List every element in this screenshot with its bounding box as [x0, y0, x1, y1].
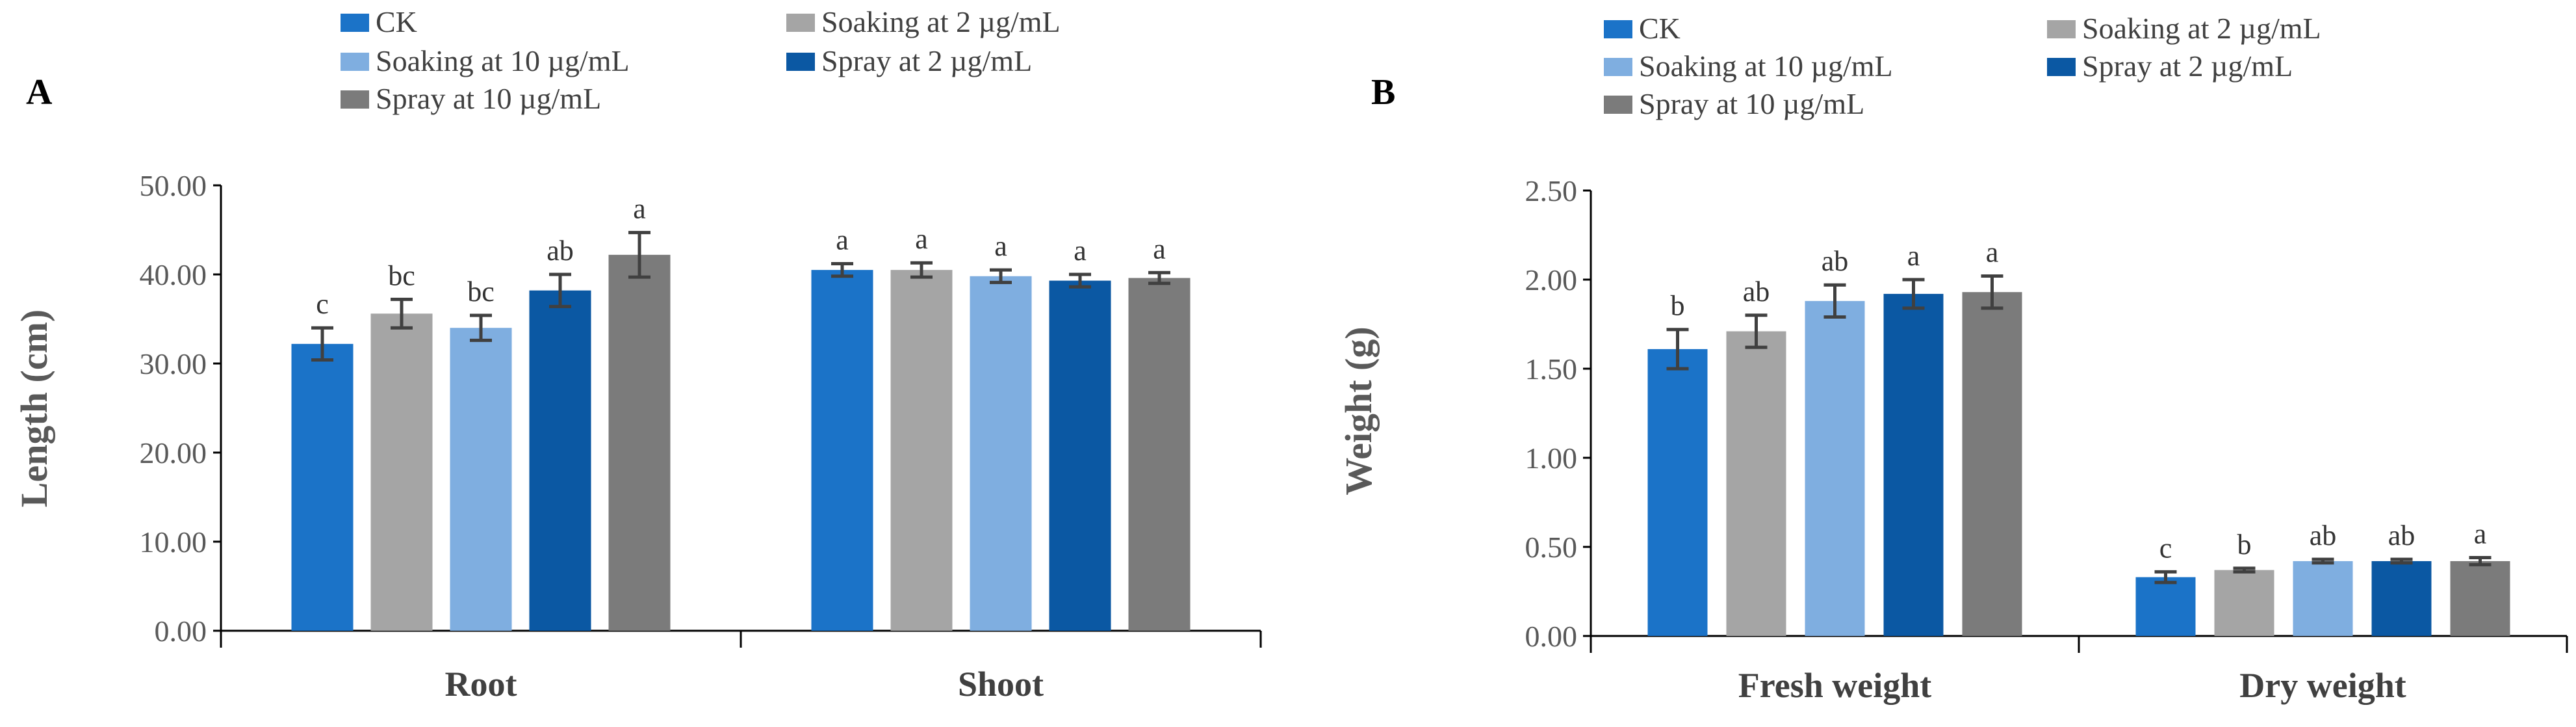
panel-a-significance-label-root-spray-at-10-g-ml: a: [633, 193, 646, 225]
panel-b-y-tick-label: 2.50: [1525, 174, 1578, 207]
panel-b-category-label-fresh-weight: Fresh weight: [1738, 666, 1931, 705]
panel-b-legend-swatch-soaking-at-2-g-ml: [2047, 20, 2076, 38]
panel-b-significance-label-dry-weight-spray-at-2-g-ml: ab: [2388, 520, 2415, 551]
panel-a-y-tick-label: 40.00: [140, 258, 207, 291]
panel-b-legend-swatch-spray-at-10-g-ml: [1604, 96, 1632, 114]
panel-a-y-axis-title: Length (cm): [13, 310, 55, 507]
panel-b-legend-swatch-spray-at-2-g-ml: [2047, 58, 2076, 76]
panel-a-y-tick-label: 30.00: [140, 347, 207, 380]
panel-a-significance-label-shoot-spray-at-2-g-ml: a: [1074, 235, 1087, 267]
panel-a-significance-label-root-soaking-at-10-g-ml: bc: [467, 276, 495, 308]
panel-a-bar-shoot-soaking-at-2-g-ml: [890, 270, 953, 631]
panel-b-letter: B: [1371, 72, 1395, 112]
panel-b-significance-label-fresh-weight-spray-at-10-g-ml: a: [1986, 237, 1999, 269]
panel-b-significance-label-dry-weight-soaking-at-10-g-ml: ab: [2310, 520, 2337, 551]
panel-b-significance-label-dry-weight-ck: c: [2159, 532, 2172, 564]
panel-a-bar-shoot-spray-at-10-g-ml: [1128, 278, 1191, 631]
panel-a-legend-label-soaking-at-10-g-ml: Soaking at 10 µg/mL: [376, 44, 630, 77]
panel-b-legend-swatch-soaking-at-10-g-ml: [1604, 58, 1632, 76]
panel-a-significance-label-root-ck: c: [316, 288, 329, 320]
panel-b-legend-label-soaking-at-2-g-ml: Soaking at 2 µg/mL: [2082, 12, 2321, 45]
panel-a-bar-root-soaking-at-2-g-ml: [370, 313, 433, 631]
panel-a-significance-label-shoot-soaking-at-10-g-ml: a: [994, 230, 1007, 262]
panel-b-significance-label-dry-weight-soaking-at-2-g-ml: b: [2237, 529, 2252, 561]
panel-a-legend-swatch-spray-at-2-g-ml: [786, 53, 815, 71]
panel-b-y-tick-label: 0.00: [1525, 620, 1578, 653]
panel-b-legend-label-ck: CK: [1639, 12, 1681, 45]
panel-a-bar-root-soaking-at-10-g-ml: [450, 328, 512, 631]
panel-a-y-tick-label: 0.00: [155, 615, 207, 648]
panel-b-y-tick-label: 2.00: [1525, 263, 1578, 297]
panel-a-legend-swatch-ck: [341, 14, 369, 32]
panel-b-bar-dry-weight-soaking-at-10-g-ml: [2293, 561, 2353, 636]
panel-b-bar-dry-weight-ck: [2135, 577, 2196, 636]
panel-b-bar-dry-weight-soaking-at-2-g-ml: [2214, 570, 2274, 636]
panel-a-legend-swatch-spray-at-10-g-ml: [341, 90, 369, 109]
panel-a-y-tick-label: 10.00: [140, 525, 207, 559]
panel-b-significance-label-dry-weight-spray-at-10-g-ml: a: [2474, 518, 2487, 549]
panel-b-y-tick-label: 1.50: [1525, 352, 1578, 386]
panel-a-bar-shoot-soaking-at-10-g-ml: [970, 276, 1032, 631]
panel-a-category-label-root: Root: [445, 665, 517, 704]
panel-a-bar-root-spray-at-2-g-ml: [529, 290, 591, 631]
panel-a-bar-shoot-spray-at-2-g-ml: [1049, 280, 1111, 631]
panel-b-bar-fresh-weight-soaking-at-2-g-ml: [1726, 331, 1786, 636]
panel-b-bar-fresh-weight-spray-at-10-g-ml: [1962, 292, 2022, 636]
panel-b-legend-label-soaking-at-10-g-ml: Soaking at 10 µg/mL: [1639, 49, 1893, 83]
panel-a-significance-label-shoot-soaking-at-2-g-ml: a: [915, 223, 928, 255]
panel-b-significance-label-fresh-weight-ck: b: [1671, 290, 1685, 322]
panel-a-legend-label-spray-at-2-g-ml: Spray at 2 µg/mL: [821, 44, 1032, 77]
panel-b-bar-fresh-weight-ck: [1647, 349, 1708, 636]
panel-a-significance-label-root-spray-at-2-g-ml: ab: [547, 235, 574, 267]
panel-b-bar-dry-weight-spray-at-2-g-ml: [2371, 561, 2432, 636]
panel-a-significance-label-shoot-ck: a: [836, 224, 849, 256]
panel-a-y-tick-label: 50.00: [140, 169, 207, 202]
panel-a-bar-root-ck: [291, 343, 354, 631]
panel-a-significance-label-shoot-spray-at-10-g-ml: a: [1153, 233, 1166, 265]
panel-a-bar-shoot-ck: [811, 270, 873, 631]
panel-b-legend-label-spray-at-10-g-ml: Spray at 10 µg/mL: [1639, 87, 1864, 120]
panel-a-chart: A CK Soaking at 2 µg/mL Soaking at 10 µg/mL…: [13, 5, 1262, 704]
panel-a-category-label-shoot: Shoot: [958, 665, 1044, 704]
panel-b-y-tick-label: 0.50: [1525, 531, 1578, 564]
panel-b-bar-fresh-weight-spray-at-2-g-ml: [1883, 293, 1944, 636]
panel-b-significance-label-fresh-weight-spray-at-2-g-ml: a: [1907, 240, 1920, 272]
panel-a-legend-label-ck: CK: [376, 5, 417, 38]
panel-a-y-tick-label: 20.00: [140, 436, 207, 469]
panel-b-significance-label-fresh-weight-soaking-at-10-g-ml: ab: [1822, 245, 1849, 277]
panel-b-y-tick-label: 1.00: [1525, 442, 1578, 475]
panel-a-legend-label-spray-at-10-g-ml: Spray at 10 µg/mL: [376, 82, 601, 115]
panel-b-legend-label-spray-at-2-g-ml: Spray at 2 µg/mL: [2082, 49, 2293, 83]
panel-b-category-label-dry-weight: Dry weight: [2239, 666, 2406, 705]
panel-a-legend-swatch-soaking-at-10-g-ml: [341, 53, 369, 71]
panel-b-y-axis-title: Weight (g): [1337, 326, 1380, 495]
panel-a-bar-root-spray-at-10-g-ml: [608, 254, 671, 631]
panel-b-bar-fresh-weight-soaking-at-10-g-ml: [1805, 300, 1865, 636]
panel-a-significance-label-root-soaking-at-2-g-ml: bc: [388, 259, 415, 291]
panel-b-significance-label-fresh-weight-soaking-at-2-g-ml: ab: [1743, 276, 1770, 308]
panel-b-legend-swatch-ck: [1604, 20, 1632, 38]
panel-a-letter: A: [26, 72, 53, 112]
panel-b-chart: B CK Soaking at 2 µg/mL Soaking at 10 µg/mL…: [1337, 12, 2568, 705]
panel-a-legend-label-soaking-at-2-g-ml: Soaking at 2 µg/mL: [821, 5, 1061, 38]
panel-b-bar-dry-weight-spray-at-10-g-ml: [2450, 561, 2510, 636]
panel-a-legend-swatch-soaking-at-2-g-ml: [786, 14, 815, 32]
